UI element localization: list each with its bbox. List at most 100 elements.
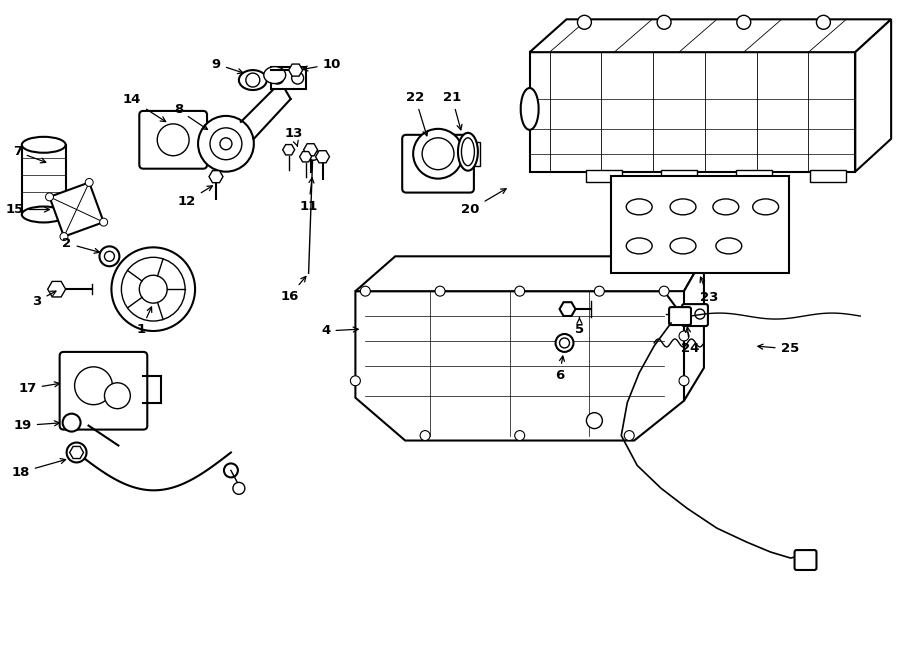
Ellipse shape [716,238,742,254]
FancyBboxPatch shape [669,307,691,325]
Polygon shape [48,282,66,297]
Circle shape [292,72,303,84]
Text: 22: 22 [406,91,428,136]
Text: 21: 21 [443,91,462,130]
Text: 4: 4 [321,325,358,338]
Circle shape [60,233,68,241]
Circle shape [422,137,454,170]
Text: 14: 14 [123,93,166,122]
Ellipse shape [238,70,266,90]
Ellipse shape [713,199,739,215]
Circle shape [246,73,260,87]
Text: 25: 25 [758,342,799,356]
Circle shape [140,275,167,303]
Circle shape [350,376,360,386]
Circle shape [560,338,570,348]
FancyBboxPatch shape [59,352,148,430]
Bar [271,67,306,89]
Circle shape [420,430,430,440]
Text: 1: 1 [137,307,152,336]
Circle shape [122,257,185,321]
Circle shape [210,128,242,160]
Ellipse shape [22,137,66,153]
Polygon shape [283,145,294,155]
Polygon shape [316,151,329,163]
Circle shape [413,129,463,178]
Text: 9: 9 [212,58,243,73]
Circle shape [100,218,108,226]
FancyBboxPatch shape [402,135,474,192]
Ellipse shape [670,199,696,215]
Text: 18: 18 [12,459,66,479]
Bar [470,142,480,166]
Text: 24: 24 [680,327,699,356]
Polygon shape [684,256,704,401]
Circle shape [657,15,671,29]
Text: 6: 6 [555,356,564,382]
Text: 8: 8 [174,103,208,130]
Ellipse shape [670,238,696,254]
Circle shape [435,286,445,296]
Polygon shape [289,64,302,76]
Circle shape [220,137,232,150]
Circle shape [158,124,189,156]
Polygon shape [50,182,104,237]
Text: 10: 10 [302,58,341,71]
Ellipse shape [458,133,478,171]
Circle shape [104,251,114,261]
Text: 15: 15 [5,203,50,216]
Circle shape [659,286,669,296]
Circle shape [625,430,634,440]
Circle shape [272,72,284,84]
Text: 17: 17 [19,382,59,395]
Circle shape [555,334,573,352]
Circle shape [515,286,525,296]
Text: 3: 3 [32,291,56,307]
Ellipse shape [22,206,66,223]
Circle shape [587,412,602,428]
Circle shape [695,309,705,319]
Text: 7: 7 [13,145,46,163]
Polygon shape [209,171,223,182]
Ellipse shape [521,88,538,130]
Polygon shape [530,19,891,52]
Ellipse shape [462,137,474,166]
FancyBboxPatch shape [140,111,207,169]
Text: 13: 13 [284,128,302,146]
Text: 23: 23 [699,277,718,304]
Bar [811,170,846,182]
Bar [587,170,622,182]
Polygon shape [560,302,575,316]
FancyBboxPatch shape [682,304,708,326]
Polygon shape [356,256,704,291]
Circle shape [104,383,130,408]
Circle shape [46,193,53,201]
Polygon shape [356,291,684,440]
Text: 20: 20 [462,189,506,216]
Circle shape [816,15,831,29]
Text: 5: 5 [575,317,584,336]
Circle shape [198,116,254,172]
Text: 19: 19 [14,419,59,432]
Text: 12: 12 [178,186,212,208]
Circle shape [594,286,604,296]
Polygon shape [69,446,84,459]
Circle shape [233,483,245,494]
FancyBboxPatch shape [795,550,816,570]
Polygon shape [855,19,891,172]
Ellipse shape [264,67,285,83]
Bar [736,170,771,182]
Polygon shape [300,151,311,162]
Bar [22,145,66,214]
Circle shape [679,331,689,341]
Circle shape [224,463,238,477]
Circle shape [63,414,81,432]
Circle shape [86,178,94,186]
Ellipse shape [626,199,652,215]
Circle shape [578,15,591,29]
Ellipse shape [626,238,652,254]
Circle shape [360,286,370,296]
Text: 16: 16 [280,276,306,303]
Bar [611,176,788,273]
Text: 11: 11 [300,178,318,213]
